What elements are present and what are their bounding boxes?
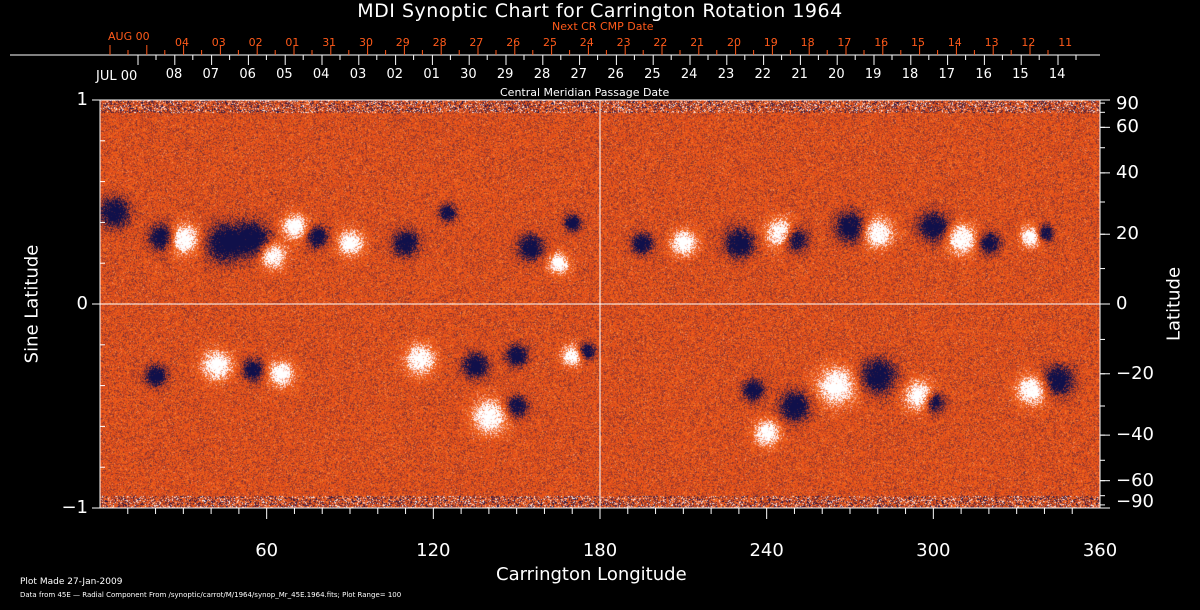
top-date-label: 06 xyxy=(239,67,256,82)
top-date-label: 07 xyxy=(202,67,220,82)
top-date-label: 25 xyxy=(644,67,661,82)
next-date-label: 25 xyxy=(543,36,557,49)
next-date-label: 17 xyxy=(837,36,852,49)
y-tick-label-left: 1 xyxy=(76,89,88,110)
top-date-label: 18 xyxy=(901,67,919,82)
next-date-label: 15 xyxy=(911,36,925,49)
next-date-label: 02 xyxy=(248,36,263,49)
top-date-label: 23 xyxy=(717,67,735,82)
y-tick-label-right: 40 xyxy=(1116,161,1139,183)
x-tick-label: 300 xyxy=(916,540,951,561)
next-date-label: 23 xyxy=(616,36,631,49)
y-axis-label-left: Sine Latitude xyxy=(21,244,43,364)
next-date-label: 14 xyxy=(947,36,962,49)
top-date-label: 20 xyxy=(828,67,845,82)
data-source: Data from 45E — Radial Component From /s… xyxy=(20,591,402,599)
top-date-label: 19 xyxy=(864,67,882,82)
top-date-label: 22 xyxy=(754,67,772,82)
top-date-label: 03 xyxy=(349,67,367,82)
top-date-label: 17 xyxy=(938,67,956,82)
y-tick-label-right: −90 xyxy=(1116,491,1154,512)
y-tick-label-left: 0 xyxy=(76,293,88,314)
chart-title: MDI Synoptic Chart for Carrington Rotati… xyxy=(357,0,843,22)
month-label: JUL 00 xyxy=(96,69,138,84)
next-date-label: 16 xyxy=(874,36,889,49)
x-tick-label: 360 xyxy=(1082,540,1118,561)
top-date-label: 14 xyxy=(1048,67,1066,82)
top-date-label: 02 xyxy=(386,67,404,82)
top-date-label: 15 xyxy=(1012,67,1029,82)
next-date-label: 13 xyxy=(984,36,999,49)
y-tick-label-right: 60 xyxy=(1116,116,1139,138)
next-date-label: 22 xyxy=(653,36,668,49)
y-tick-label-right: 90 xyxy=(1116,93,1139,114)
next-date-label: 12 xyxy=(1021,36,1036,49)
next-date-label: 26 xyxy=(506,36,521,49)
top-date-label: 04 xyxy=(312,67,330,82)
next-date-label: 30 xyxy=(359,36,373,49)
y-axis-label-right: Latitude xyxy=(1163,266,1185,342)
y-tick-label-right: −20 xyxy=(1116,362,1154,384)
y-tick-label-right: 0 xyxy=(1116,293,1128,314)
y-tick-label-right: −60 xyxy=(1116,469,1154,491)
top-date-label: 26 xyxy=(607,67,624,82)
next-date-label: 19 xyxy=(763,36,778,49)
y-tick-label-right: −40 xyxy=(1116,424,1154,446)
next-date-label: 20 xyxy=(727,36,741,49)
top-date-label: 29 xyxy=(496,67,514,82)
next-date-label: 04 xyxy=(175,36,189,49)
x-axis-label: Carrington Longitude xyxy=(496,564,687,585)
x-tick-label: 180 xyxy=(582,540,618,561)
y-tick-label-right: 20 xyxy=(1116,223,1139,245)
top-date-label: 05 xyxy=(276,67,293,82)
top-axis-label: Central Meridian Passage Date xyxy=(500,86,670,99)
top-date-label: 28 xyxy=(533,67,551,82)
next-date-label: 18 xyxy=(800,36,815,49)
next-date-label: 11 xyxy=(1058,36,1073,49)
top-date-label: 01 xyxy=(423,67,440,82)
next-date-label: 24 xyxy=(579,36,594,49)
next-date-label: 27 xyxy=(469,36,484,49)
top-date-label: 16 xyxy=(975,67,992,82)
top-date-label: 08 xyxy=(165,67,183,82)
x-tick-label: 240 xyxy=(749,540,784,561)
next-date-label: 28 xyxy=(432,36,447,49)
next-axis-label: Next CR CMP Date xyxy=(552,20,654,33)
next-month-label: AUG 00 xyxy=(108,30,150,43)
next-date-label: 31 xyxy=(322,36,337,49)
next-date-label: 03 xyxy=(211,36,226,49)
top-date-label: 30 xyxy=(460,67,477,82)
next-date-label: 01 xyxy=(285,36,300,49)
plot-made: Plot Made 27-Jan-2009 xyxy=(20,577,123,587)
top-date-label: 27 xyxy=(570,67,588,82)
x-tick-label: 120 xyxy=(416,540,451,561)
y-tick-label-left: −1 xyxy=(61,497,88,518)
x-tick-label: 60 xyxy=(255,540,279,561)
top-date-label: 21 xyxy=(791,67,808,82)
next-date-label: 29 xyxy=(395,36,410,49)
top-date-label: 24 xyxy=(680,67,698,82)
next-date-label: 21 xyxy=(690,36,705,49)
